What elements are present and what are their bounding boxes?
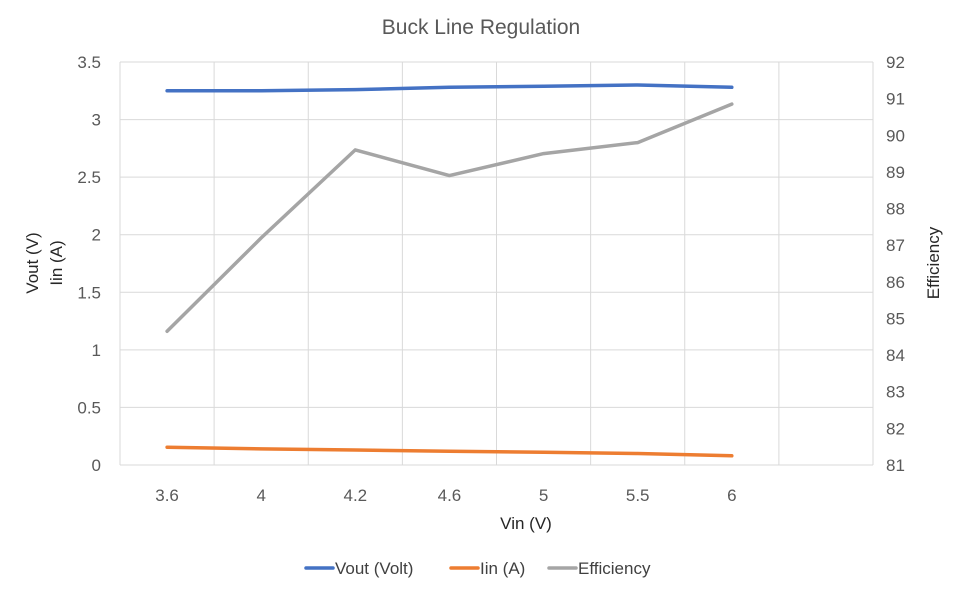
- y2-tick-label: 82: [886, 419, 905, 438]
- legend-label-efficiency: Efficiency: [578, 559, 651, 578]
- x-tick-label: 4.6: [438, 486, 462, 505]
- y2-tick-label: 84: [886, 346, 905, 365]
- y-tick-label: 3: [92, 111, 101, 130]
- y2-tick-label: 86: [886, 273, 905, 292]
- y-tick-label: 2.5: [77, 168, 101, 187]
- y2-tick-label: 81: [886, 456, 905, 475]
- x-tick-label: 3.6: [155, 486, 179, 505]
- series-line-efficiency: [165, 102, 734, 334]
- series-line-iin-a: [165, 445, 734, 458]
- x-tick-label: 6: [727, 486, 736, 505]
- legend-label-vout-volt: Vout (Volt): [335, 559, 413, 578]
- y-tick-label: 1.5: [77, 283, 101, 302]
- y-tick-label: 3.5: [77, 53, 101, 72]
- x-tick-label: 4: [256, 486, 265, 505]
- y-axis-title-line-1: Vout (V): [23, 232, 42, 293]
- y-axis-title-line-2: Iin (A): [47, 240, 66, 285]
- x-tick-label: 5: [539, 486, 548, 505]
- y2-tick-label: 83: [886, 383, 905, 402]
- y2-tick-label: 88: [886, 200, 905, 219]
- y2-tick-label: 85: [886, 309, 905, 328]
- legend-label-iin-a: Iin (A): [480, 559, 525, 578]
- y-tick-label: 0.5: [77, 398, 101, 417]
- series-line-vout-volt: [165, 83, 734, 93]
- gridlines: [119, 61, 874, 466]
- y2-axis-title: Efficiency: [924, 226, 943, 299]
- y-tick-label: 0: [92, 456, 101, 475]
- tick-labels: 0 0.5 1 1.5 2 2.5 3 3.5 81 82 83 84 85 86 87 88 89 90 91 92…: [77, 53, 905, 505]
- chart-title: Buck Line Regulation: [382, 16, 580, 39]
- y2-tick-label: 91: [886, 90, 905, 109]
- y2-tick-label: 87: [886, 236, 905, 255]
- y2-tick-label: 92: [886, 53, 905, 72]
- y2-tick-label: 89: [886, 163, 905, 182]
- y-tick-label: 2: [92, 226, 101, 245]
- legend: Vout (Volt) Iin (A) Efficiency: [304, 559, 651, 578]
- x-tick-label: 5.5: [626, 486, 650, 505]
- x-axis-title: Vin (V): [500, 514, 552, 533]
- y-tick-label: 1: [92, 341, 101, 360]
- y2-tick-label: 90: [886, 126, 905, 145]
- series-lines: [165, 83, 734, 458]
- x-tick-label: 4.2: [343, 486, 367, 505]
